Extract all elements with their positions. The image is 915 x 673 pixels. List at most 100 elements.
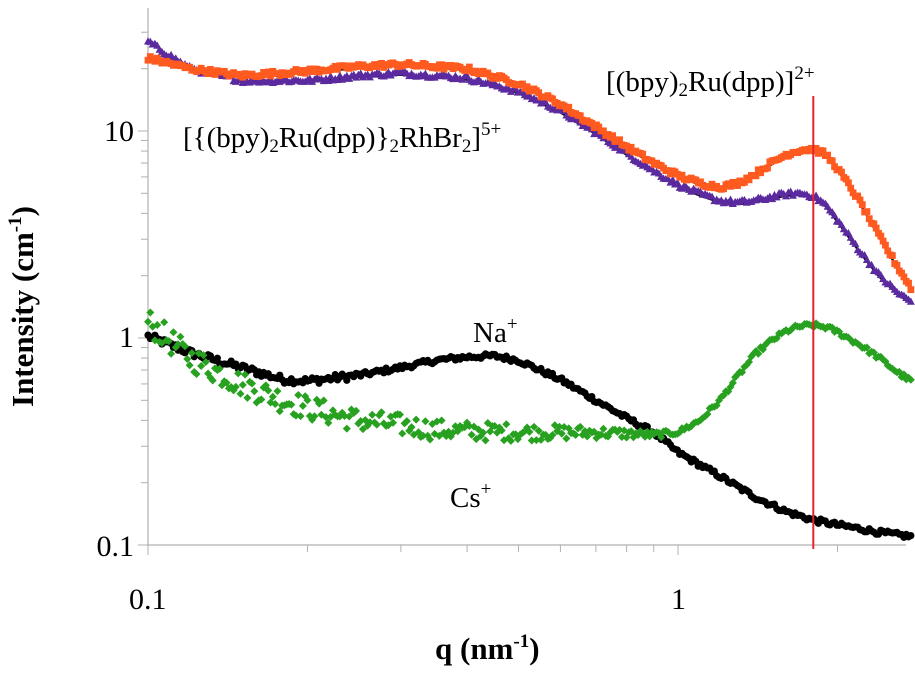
data-point <box>365 418 374 427</box>
data-point <box>872 224 880 232</box>
data-point <box>231 382 240 391</box>
data-point <box>208 376 217 385</box>
data-point <box>146 53 154 60</box>
data-point <box>535 89 543 97</box>
data-point <box>153 320 162 329</box>
data-point <box>345 412 354 421</box>
data-point <box>183 354 192 363</box>
x-tick-label-0.1: 0.1 <box>129 583 167 616</box>
data-point <box>842 175 850 183</box>
data-point <box>627 143 635 151</box>
x-axis-title-exponent: -1 <box>513 631 530 652</box>
trimer-sub-2: 2 <box>389 136 399 157</box>
data-point <box>854 192 862 200</box>
data-point <box>234 369 243 378</box>
data-point <box>838 168 845 176</box>
data-point <box>481 436 490 445</box>
data-point <box>197 362 206 371</box>
trimer-sub-3: 2 <box>461 136 472 157</box>
trimer-part-1: [{(bpy) <box>183 122 270 154</box>
data-point <box>615 425 624 434</box>
data-point <box>884 247 892 255</box>
data-point <box>287 400 296 409</box>
data-point <box>211 71 219 78</box>
data-point <box>907 286 915 294</box>
data-point <box>267 72 274 80</box>
data-point <box>862 343 871 352</box>
data-point <box>882 241 889 249</box>
data-point <box>342 424 351 433</box>
data-point <box>588 119 596 127</box>
data-point <box>741 178 748 186</box>
data-point <box>271 399 280 408</box>
data-point <box>412 415 421 424</box>
data-point <box>421 417 430 426</box>
data-point <box>847 184 855 192</box>
data-point <box>734 182 741 190</box>
data-point <box>479 428 488 437</box>
data-point <box>906 297 915 305</box>
data-point <box>819 147 827 155</box>
data-point <box>576 112 584 120</box>
data-point <box>303 396 312 405</box>
data-point <box>678 171 686 179</box>
data-point <box>523 83 531 91</box>
trimer-part-2: Ru(dpp)} <box>278 122 390 154</box>
data-point <box>169 328 178 337</box>
data-point <box>703 410 712 419</box>
data-point <box>571 431 580 440</box>
data-point <box>824 151 832 159</box>
data-point <box>334 65 341 73</box>
y-axis-title: Intensity (cm-1) <box>5 206 40 407</box>
data-point <box>268 392 277 401</box>
data-point <box>294 390 303 399</box>
trimer-sub-1: 2 <box>269 136 279 157</box>
data-point <box>291 411 300 420</box>
data-point <box>812 144 820 152</box>
annotation-cs: Cs+ <box>450 480 491 513</box>
monomer-charge: 2+ <box>794 63 815 84</box>
data-point <box>772 193 781 201</box>
data-point <box>851 239 860 247</box>
data-point <box>555 422 564 431</box>
series-bpy-2ru-dpp-2 <box>144 37 915 305</box>
data-point <box>239 73 247 81</box>
monomer-part-2: Ru(dpp)] <box>687 66 795 98</box>
data-point <box>160 318 169 327</box>
series-na <box>144 331 915 541</box>
data-point <box>215 364 224 373</box>
data-point <box>465 63 473 71</box>
x-axis-title-main: q (nm <box>435 631 514 666</box>
data-point <box>358 425 367 434</box>
data-point <box>865 215 873 223</box>
data-point <box>319 396 328 405</box>
data-point <box>879 237 887 245</box>
data-point <box>527 436 536 445</box>
data-point <box>828 157 836 165</box>
data-point <box>298 401 307 410</box>
data-point <box>264 68 272 76</box>
data-point <box>549 95 556 103</box>
y-axis-title-main: Intensity (cm <box>5 232 40 407</box>
y-tick-label-10: 10 <box>104 115 134 148</box>
data-point <box>372 420 381 429</box>
data-point <box>378 60 385 67</box>
data-point <box>201 357 210 366</box>
data-point <box>402 417 411 426</box>
data-point <box>398 429 407 438</box>
cs-charge: + <box>480 479 492 500</box>
y-tick-label-0.1: 0.1 <box>96 530 135 563</box>
series-cs <box>144 308 915 445</box>
data-point <box>310 412 319 421</box>
annotation-na: Na+ <box>473 315 518 348</box>
data-point <box>900 273 908 281</box>
data-point <box>616 136 623 144</box>
data-point <box>167 349 176 358</box>
data-point <box>502 420 511 429</box>
data-point <box>720 185 728 193</box>
data-point <box>562 434 571 443</box>
data-point <box>727 182 734 190</box>
data-point <box>340 412 349 421</box>
data-point <box>745 176 753 184</box>
data-point <box>236 389 245 398</box>
